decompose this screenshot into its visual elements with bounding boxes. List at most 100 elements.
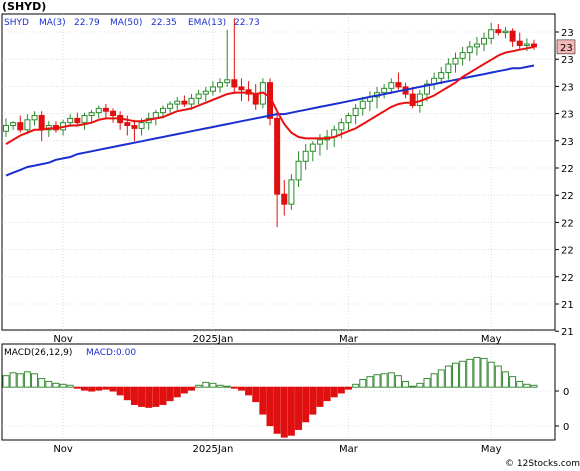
macd-bar [387,372,395,388]
macd-bar [202,381,210,388]
macd-bar [102,386,110,390]
macd-bar [273,386,281,434]
candle-body [381,87,388,94]
candle-body [67,117,74,124]
candle-body [481,37,488,45]
candle-body [124,122,131,127]
macd-bar [245,386,253,396]
candle-body [309,143,316,152]
macd-bar [280,386,288,438]
macd-bar [402,380,410,388]
candle-body [102,107,109,112]
macd-bar [480,357,488,388]
macd-tick-label: 0 [563,387,569,398]
candle-body [466,46,473,54]
macd-bar [130,386,138,405]
candle-body [138,122,145,129]
macd-bar [230,386,238,389]
candle-body [423,83,430,95]
candle-body [231,79,238,88]
macd-bar [109,386,117,392]
candle-body [523,43,530,46]
macd-legend-value: MACD:0.00 [86,348,136,358]
macd-bar [145,386,153,408]
macd-bar [166,386,174,402]
candle-body [502,30,509,34]
macd-bar [95,386,103,391]
month-label: Nov [53,444,73,455]
ma50-line [5,64,535,177]
candle-body [88,112,95,117]
candle-body [395,82,402,88]
macd-bar [287,386,295,436]
macd-bar [501,371,509,388]
candle-body [95,107,102,114]
macd-bar [409,385,417,388]
legend-ma50-label: MA(50) [110,18,142,28]
macd-bar [73,386,81,389]
macd-bar [152,386,160,407]
macd-bar [466,358,474,388]
macd-bar [52,382,60,388]
candle-body [174,100,181,105]
candle-body [531,43,537,48]
macd-bar [45,380,53,388]
candle-body [509,30,516,42]
macd-bar [316,386,324,407]
candle-body [224,79,231,84]
candle-body [10,122,17,127]
candle-body [438,72,445,79]
macd-legend-label: MACD(26,12,9) [4,348,72,358]
month-label: Nov [53,334,73,345]
candle-body [188,97,195,105]
macd-bar [323,386,331,402]
legend-ema13-label: EMA(13) [188,18,226,28]
macd-bar [9,372,17,388]
current-price-badge [556,39,576,55]
candle-body [295,160,302,181]
macd-bar [337,386,345,394]
macd-bar [373,374,381,388]
macd-bar [23,371,31,388]
footer-copyright: © 12Stocks.com [505,459,580,469]
macd-bar [459,360,467,388]
candle-body [473,43,480,48]
month-label: May [481,334,502,345]
macd-bar [59,383,67,388]
candle-body [238,86,245,91]
candle-body [445,63,452,74]
price-tick-label: 23 [561,55,574,66]
x-axis-price: Nov2025JanMarMayJulSep [53,334,502,345]
macd-bar [452,362,460,388]
price-tick-label: 21 [561,300,574,311]
candle-body [110,110,117,117]
macd-bar [330,386,338,398]
ema13-line [5,45,535,145]
candle-body [252,93,259,105]
candle-body [288,179,295,205]
candle-body [459,52,466,59]
macd-bar [380,373,388,388]
chart-title: (SHYD) [2,0,46,13]
month-label: Mar [339,444,359,455]
candle-body [388,82,395,89]
macd-bar [494,365,502,388]
macd-bar [352,383,360,388]
macd-bar [509,376,517,388]
macd-bar [123,386,131,401]
price-tick-label: 22 [561,218,574,229]
macd-bar [523,383,531,388]
candle-body [281,193,288,205]
macd-tick-label: 0 [563,422,569,433]
macd-bar [444,365,452,388]
current-price-label: 23 [560,43,573,54]
macd-bar [159,386,167,405]
candle-body [195,93,202,99]
candle-body [209,86,216,92]
candle-body [159,107,166,114]
legend-ma3-value: 22.79 [74,18,100,28]
candle-body [17,122,24,131]
macd-bar [302,386,310,423]
month-label: 2025Jan [192,444,233,455]
price-tick-label: 23 [561,137,574,148]
